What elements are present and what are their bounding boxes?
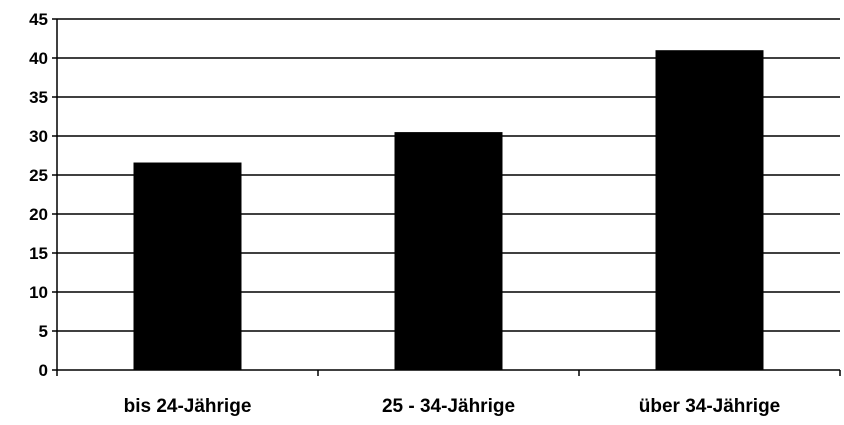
x-tick-labels: bis 24-Jährige 25 - 34-Jährige über 34-Jäh… (124, 396, 781, 417)
y-tick-label: 5 (39, 322, 48, 341)
axes (52, 18, 841, 376)
bars (133, 50, 764, 370)
y-tick-labels: 0 5 10 15 20 25 30 35 40 45 (29, 10, 48, 380)
y-tick-label: 0 (39, 361, 48, 380)
y-tick-label: 35 (29, 88, 48, 107)
y-tick-label: 15 (29, 244, 48, 263)
y-tick-label: 30 (29, 127, 48, 146)
y-tick-label: 40 (29, 49, 48, 68)
y-tick-label: 25 (29, 166, 48, 185)
x-tick-label: bis 24-Jährige (124, 396, 252, 417)
bar (133, 162, 242, 370)
x-tick-label: 25 - 34-Jährige (382, 396, 515, 417)
bar (394, 132, 503, 370)
y-tick-label: 45 (29, 10, 48, 29)
x-tick-label: über 34-Jährige (639, 396, 781, 417)
y-tick-label: 20 (29, 205, 48, 224)
y-tick-label: 10 (29, 283, 48, 302)
bar (655, 50, 764, 370)
